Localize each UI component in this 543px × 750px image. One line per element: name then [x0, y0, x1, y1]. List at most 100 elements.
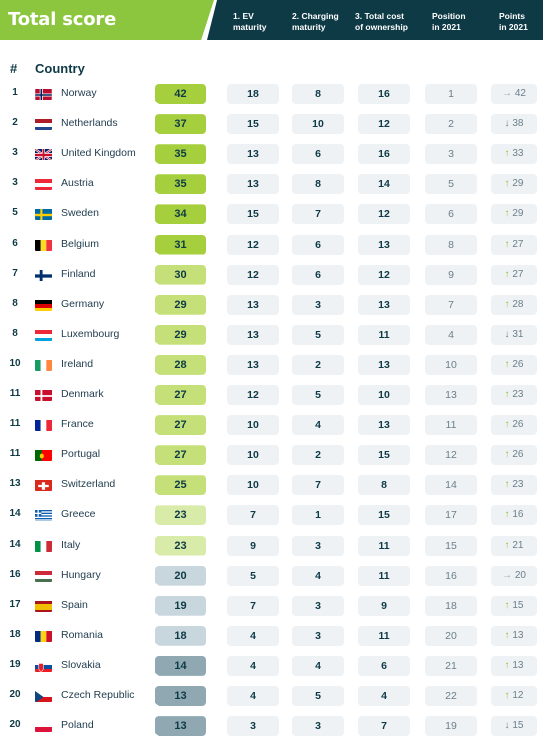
sweden-flag: [35, 208, 52, 221]
charging-maturity-value: 4: [292, 415, 344, 436]
rank-value: 3: [12, 177, 18, 189]
charging-maturity-value: 5: [292, 385, 344, 405]
country-name: Ireland: [61, 357, 94, 370]
points-2021-cell: ↑ 15: [491, 595, 537, 616]
table-row: 14 Italy 23 9 3 11 15 ↑ 21: [0, 535, 543, 557]
table-row: 11 France 27 10 4 13 11 ↑ 26: [0, 414, 543, 436]
position-2021-value: 14: [425, 475, 477, 496]
luxembourg-flag: [35, 329, 52, 341]
rank-value: 11: [9, 388, 21, 399]
header-total-score-band: [0, 0, 214, 40]
total-cost-value: 11: [358, 324, 410, 345]
country-name: United Kingdom: [61, 147, 136, 160]
points-2021-value: 13: [512, 629, 524, 641]
total-score: 31: [155, 234, 206, 255]
ev-maturity-value: 10: [227, 445, 279, 466]
total-cost-value: 14: [358, 174, 410, 195]
country-name: Denmark: [61, 388, 104, 400]
points-2021-cell: ↑ 13: [491, 655, 537, 676]
rank-value: 14: [9, 508, 21, 520]
points-2021-cell: → 20: [491, 565, 537, 586]
charging-maturity-value: 3: [292, 595, 344, 616]
points-2021-value: 27: [512, 268, 524, 280]
ev-maturity-value: 13: [227, 354, 279, 375]
belgium-flag: [35, 239, 52, 251]
ev-maturity-value: 15: [227, 204, 279, 225]
total-cost-value: 9: [358, 595, 410, 616]
total-score: 13: [155, 686, 206, 706]
total-score: 30: [155, 264, 206, 285]
trend-arrow-icon: ↓: [504, 720, 510, 732]
points-2021-cell: ↑ 33: [491, 144, 537, 165]
ev-maturity-value: 13: [227, 294, 279, 315]
table-row: 6 Belgium 31 12 6 13 8 ↑ 27: [0, 234, 543, 256]
total-score: 35: [155, 144, 206, 165]
header-columns-band: [207, 0, 543, 40]
rank-value: 16: [9, 568, 21, 580]
uk-flag: [35, 148, 52, 161]
points-2021-value: 33: [512, 148, 524, 160]
country-name: Sweden: [61, 207, 99, 220]
header-col-position-2021: Position in 2021: [432, 11, 466, 32]
table-row: 20 Czech Republic 13 4 5 4 22 ↑ 12: [0, 685, 543, 707]
header-col-ev-maturity: 1. EV maturity: [233, 11, 267, 32]
ev-maturity-value: 13: [227, 324, 279, 345]
trend-arrow-icon: ↑: [504, 509, 510, 521]
table-row: 8 Luxembourg 29 13 5 11 4 ↓ 31: [0, 324, 543, 346]
charging-maturity-value: 3: [292, 625, 344, 646]
charging-maturity-value: 8: [292, 174, 344, 195]
position-2021-value: 22: [425, 686, 477, 706]
total-score: 13: [155, 716, 206, 737]
position-2021-value: 2: [425, 114, 477, 135]
slovakia-flag: [35, 660, 52, 672]
position-2021-value: 11: [425, 415, 477, 436]
charging-maturity-value: 6: [292, 264, 344, 285]
country-name: Spain: [61, 598, 88, 611]
trend-arrow-icon: ↑: [504, 268, 510, 280]
points-2021-value: 13: [512, 659, 524, 671]
points-2021-cell: ↓ 15: [491, 716, 537, 737]
position-2021-value: 12: [425, 445, 477, 466]
table-row: 17 Spain 19 7 3 9 18 ↑ 15: [0, 595, 543, 617]
points-2021-cell: ↑ 13: [491, 625, 537, 646]
ev-maturity-value: 12: [227, 234, 279, 255]
points-2021-value: 42: [514, 88, 526, 99]
points-2021-cell: ↑ 26: [491, 415, 537, 436]
trend-arrow-icon: ↑: [504, 449, 510, 461]
ev-maturity-value: 3: [227, 716, 279, 737]
points-2021-cell: ↑ 12: [491, 686, 537, 706]
table-row: 14 Greece 23 7 1 15 17 ↑ 16: [0, 504, 543, 526]
table-row: 1 Norway 42 18 8 16 1 → 42: [0, 83, 543, 105]
total-cost-value: 15: [358, 505, 410, 526]
trend-arrow-icon: ↑: [504, 389, 510, 400]
total-cost-value: 16: [358, 144, 410, 165]
romania-flag: [35, 630, 52, 642]
points-2021-cell: ↑ 29: [491, 204, 537, 225]
table-row: 16 Hungary 20 5 4 11 16 → 20: [0, 565, 543, 587]
czech-flag: [35, 690, 52, 702]
switzerland-flag: [35, 479, 52, 492]
points-2021-value: 12: [512, 690, 524, 701]
ev-maturity-value: 10: [227, 475, 279, 496]
rank-value: 20: [9, 689, 21, 700]
country-name: Romania: [61, 628, 104, 641]
charging-maturity-value: 3: [292, 716, 344, 737]
trend-arrow-icon: ↑: [504, 208, 510, 220]
ev-maturity-value: 4: [227, 655, 279, 676]
column-heading-country: Country: [35, 61, 85, 76]
greece-flag: [35, 509, 52, 522]
total-cost-value: 10: [358, 385, 410, 405]
table-row: 3 Austria 35 13 8 14 5 ↑ 29: [0, 173, 543, 195]
position-2021-value: 20: [425, 625, 477, 646]
total-cost-value: 16: [358, 84, 410, 104]
country-name: Greece: [61, 508, 96, 521]
trend-arrow-icon: ↑: [504, 419, 510, 431]
country-name: Finland: [61, 267, 96, 280]
country-name: France: [61, 418, 94, 431]
points-2021-cell: ↑ 26: [491, 445, 537, 466]
total-score: 19: [155, 595, 206, 616]
charging-maturity-value: 3: [292, 535, 344, 556]
ev-maturity-value: 12: [227, 385, 279, 405]
charging-maturity-value: 6: [292, 144, 344, 165]
table-row: 19 Slovakia 14 4 4 6 21 ↑ 13: [0, 655, 543, 677]
